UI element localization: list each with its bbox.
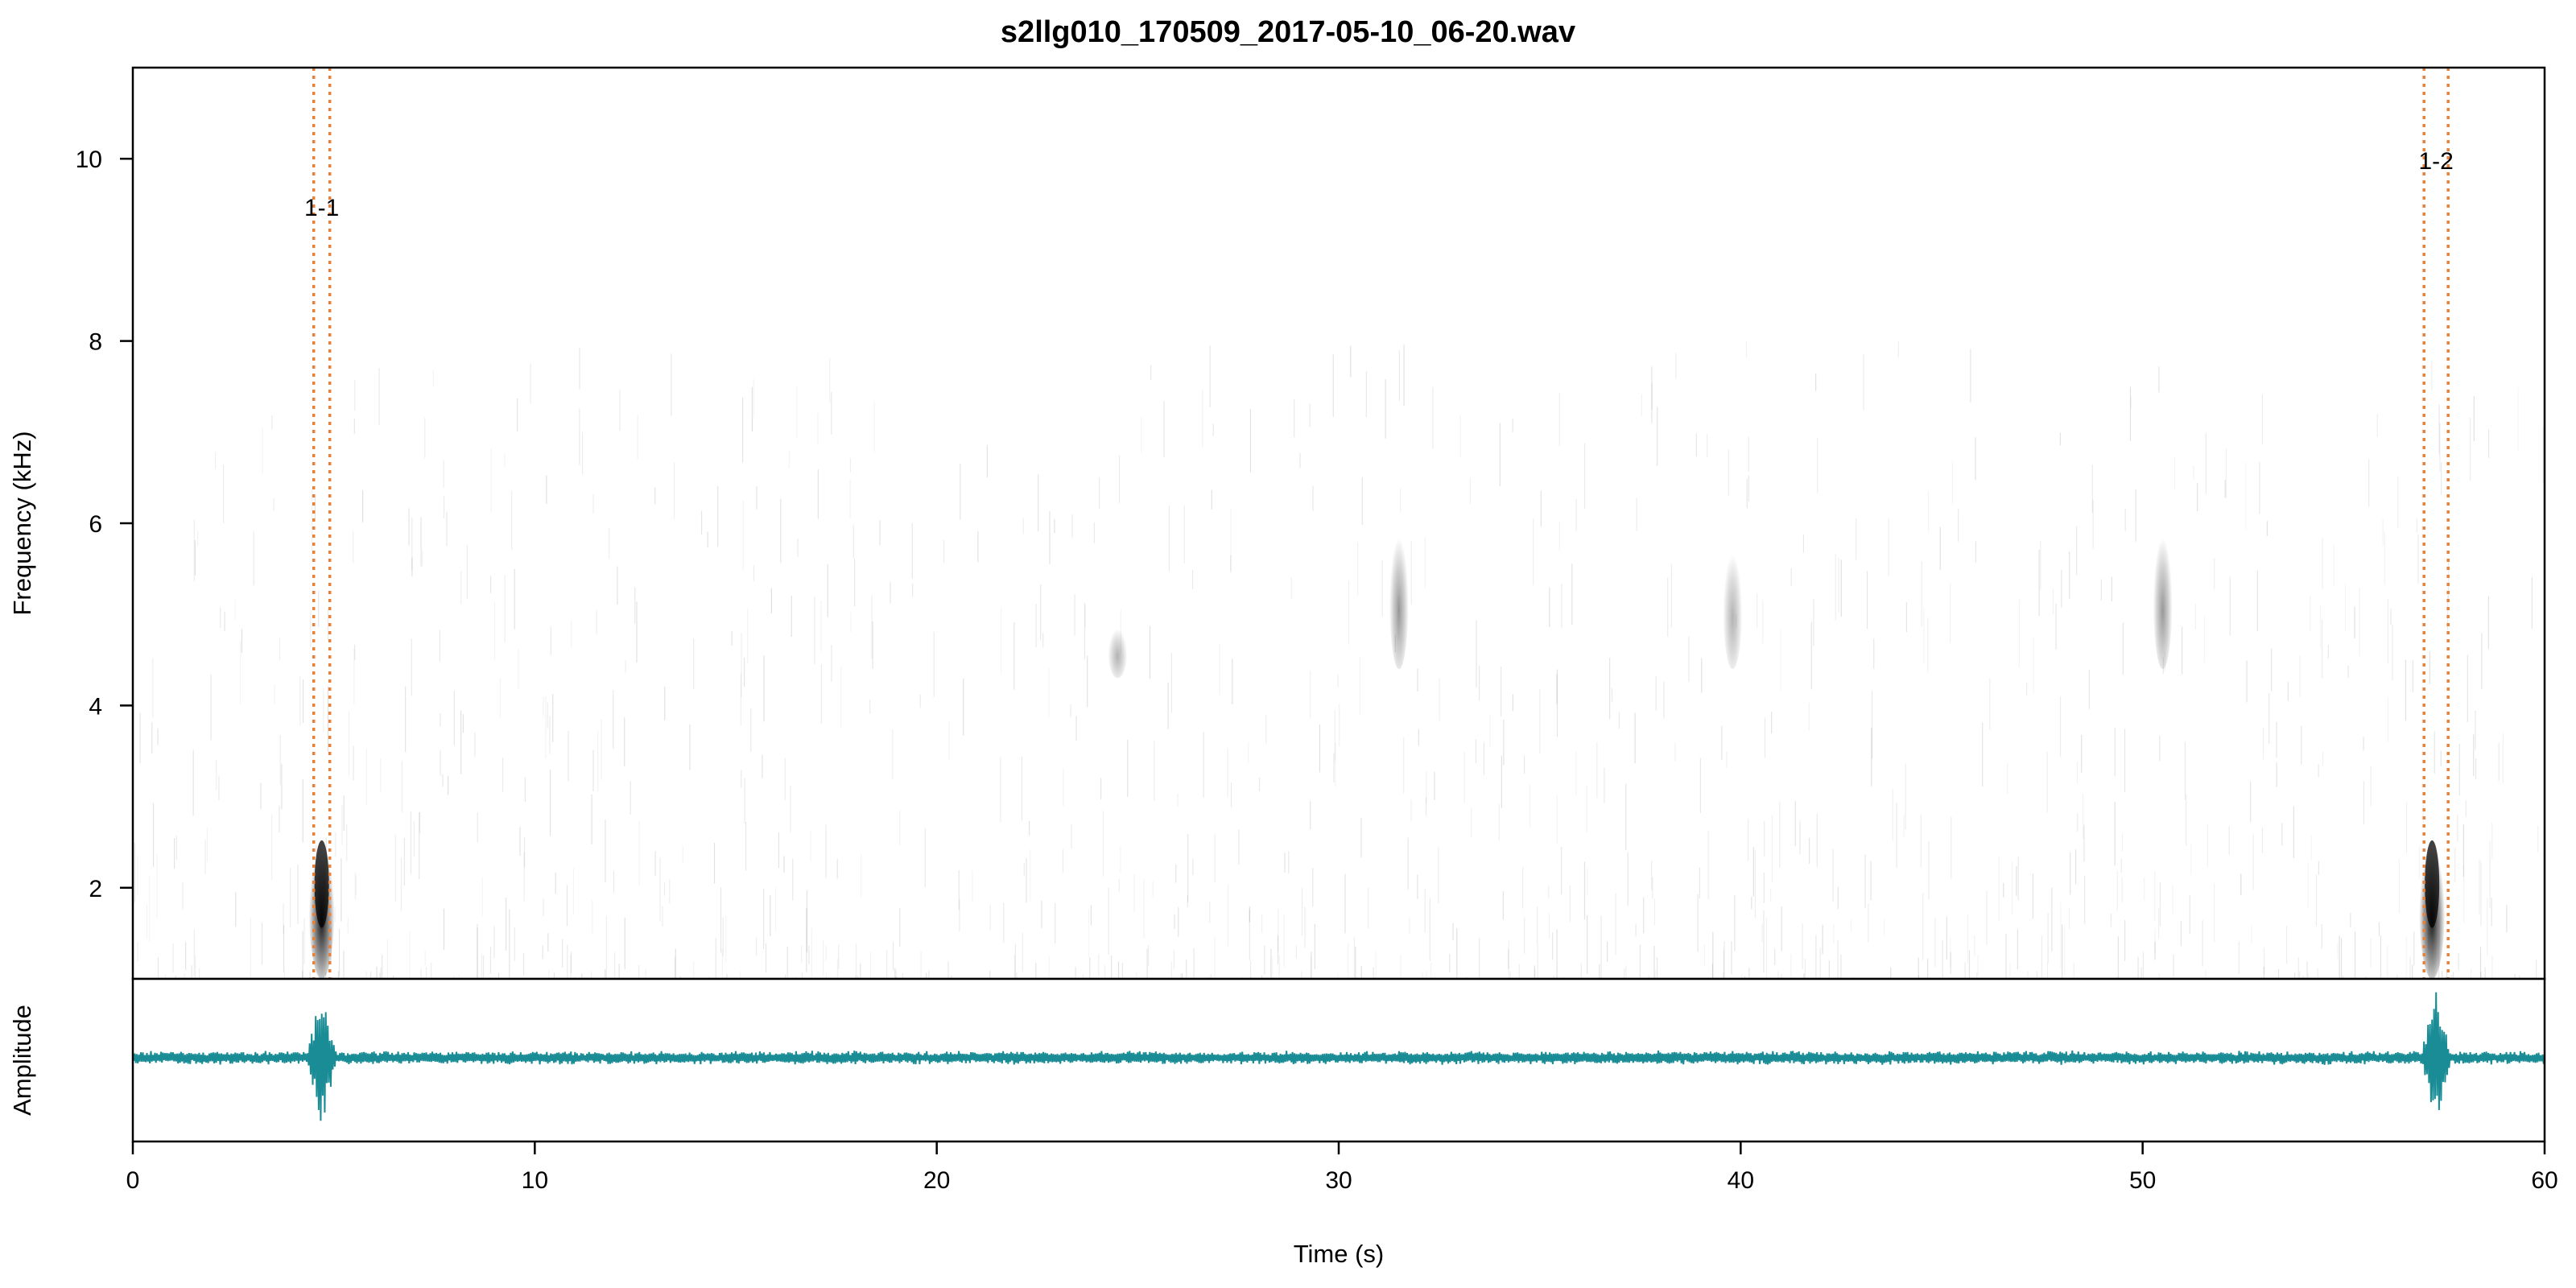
waveform-line (132, 992, 2545, 1121)
x-tick-label: 20 (923, 1167, 950, 1194)
x-tick-label: 50 (2129, 1167, 2156, 1194)
y-tick-label: 8 (89, 329, 102, 356)
spectrogram-panel: 1-1 1-2 2 4 6 8 10 (76, 66, 2546, 980)
x-tick-label: 40 (1728, 1167, 1754, 1194)
x-tick-label: 0 (126, 1167, 140, 1194)
spectrogram-events (308, 523, 2446, 979)
sound-event (1723, 541, 1743, 670)
x-tick-label: 10 (522, 1167, 548, 1194)
sound-event (1108, 623, 1128, 679)
x-tick-label: 60 (2531, 1167, 2557, 1194)
sound-event-core (2425, 840, 2440, 928)
y-tick-label: 6 (89, 511, 102, 538)
sound-event-core (314, 840, 329, 928)
spectrogram-background (133, 68, 2545, 979)
amplitude-label: Amplitude (8, 1005, 36, 1116)
chart-title: s2llg010_170509_2017-05-10_06-20.wav (1001, 15, 1575, 49)
x-axis-ticks: 0 10 20 30 40 50 60 (126, 1141, 2558, 1194)
selection-label: 1-1 (304, 195, 339, 221)
y-tick-label: 2 (89, 876, 102, 902)
y-axis-ticks: 2 4 6 8 10 (76, 147, 133, 902)
spectrogram-noise (134, 341, 2544, 979)
sound-event (1389, 523, 1409, 670)
x-axis-label: Time (s) (1294, 1240, 1385, 1268)
selection-label: 1-2 (2419, 148, 2454, 175)
x-tick-label: 30 (1325, 1167, 1352, 1194)
y-axis-label: Frequency (kHz) (8, 431, 36, 615)
sound-event (2153, 523, 2173, 670)
y-tick-label: 10 (76, 147, 102, 173)
waveform-panel (131, 977, 2546, 1143)
y-tick-label: 4 (89, 693, 102, 720)
selection-markers: 1-1 1-2 (304, 68, 2454, 979)
